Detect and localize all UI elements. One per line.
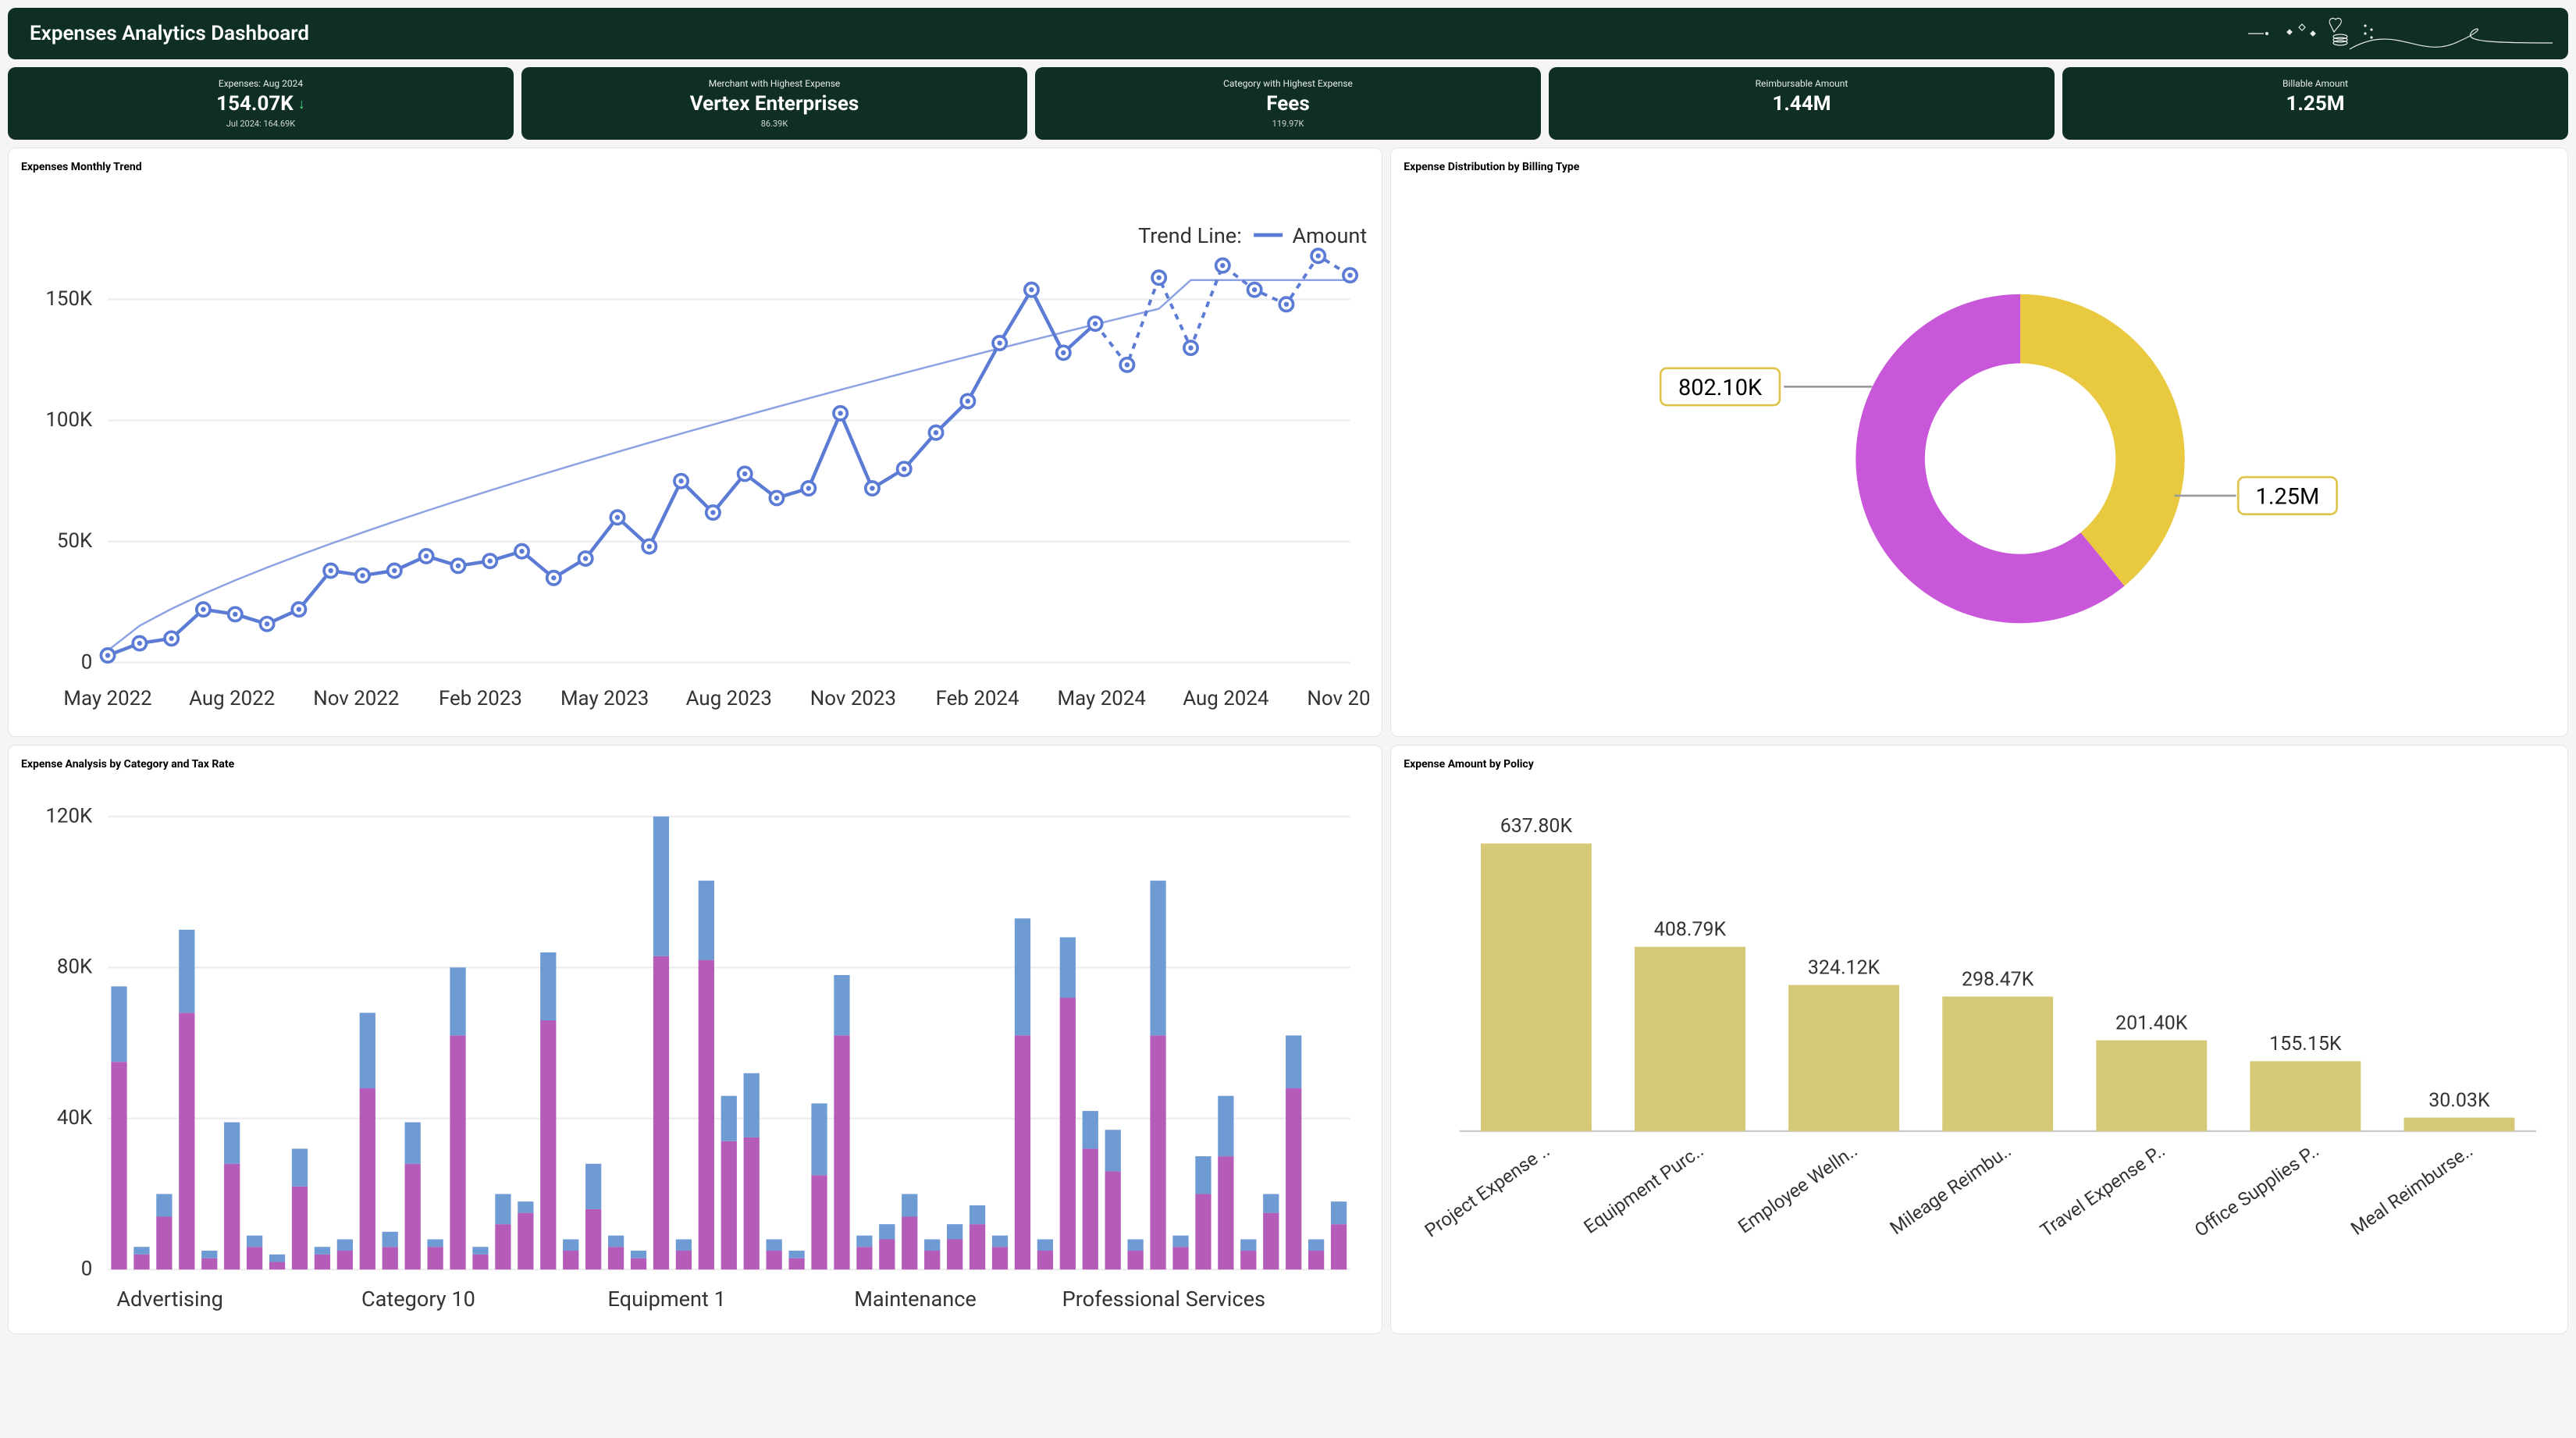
svg-text:Amount: Amount <box>1292 223 1367 248</box>
svg-text:30.03K: 30.03K <box>2428 1089 2490 1112</box>
svg-text:80K: 80K <box>57 956 93 979</box>
kpi-sup: Expenses: Aug 2024 <box>16 78 506 89</box>
page-title: Expenses Analytics Dashboard <box>30 22 2546 45</box>
svg-text:Travel Expense P..: Travel Expense P.. <box>2037 1139 2169 1241</box>
kpi-value: Fees <box>1043 92 1533 116</box>
svg-text:201.40K: 201.40K <box>2115 1012 2188 1034</box>
svg-text:1.25M: 1.25M <box>2256 483 2320 510</box>
svg-text:Nov 2024: Nov 2024 <box>1307 687 1369 710</box>
card-title: Expense Amount by Policy <box>1404 758 2555 771</box>
svg-text:Office Supplies P..: Office Supplies P.. <box>2190 1139 2323 1241</box>
kpi-value: 154.07K↓ <box>16 92 506 116</box>
svg-text:Nov 2022: Nov 2022 <box>313 687 399 710</box>
svg-text:0: 0 <box>81 1257 93 1280</box>
donut-card: Expense Distribution by Billing Type 802… <box>1390 148 2568 737</box>
kpi-expenses[interactable]: Expenses: Aug 2024 154.07K↓ Jul 2024: 16… <box>8 67 514 140</box>
kpi-sub: 86.39K <box>529 119 1019 129</box>
header-decoration <box>2240 8 2553 59</box>
svg-text:Equipment Purc..: Equipment Purc.. <box>1580 1139 1708 1237</box>
kpi-sup: Category with Highest Expense <box>1043 78 1533 89</box>
kpi-sup: Billable Amount <box>2070 78 2560 89</box>
card-title: Expense Analysis by Category and Tax Rat… <box>21 758 1369 771</box>
kpi-billable[interactable]: Billable Amount 1.25M <box>2062 67 2568 140</box>
svg-text:Aug 2022: Aug 2022 <box>189 687 275 710</box>
svg-text:637.80K: 637.80K <box>1500 815 1573 838</box>
kpi-sup: Merchant with Highest Expense <box>529 78 1019 89</box>
svg-text:0: 0 <box>81 650 93 674</box>
svg-text:802.10K: 802.10K <box>1678 375 1763 401</box>
svg-text:Employee Welln..: Employee Welln.. <box>1735 1139 1862 1237</box>
card-title: Expenses Monthly Trend <box>21 161 1369 173</box>
svg-text:May 2023: May 2023 <box>560 687 649 710</box>
svg-text:Professional Services: Professional Services <box>1062 1287 1265 1312</box>
trend-down-icon: ↓ <box>298 96 305 112</box>
card-title: Expense Distribution by Billing Type <box>1404 161 2555 173</box>
kpi-sup: Reimbursable Amount <box>1557 78 2047 89</box>
svg-text:Trend Line:: Trend Line: <box>1138 223 1242 248</box>
svg-text:Aug 2024: Aug 2024 <box>1183 687 1268 710</box>
svg-text:298.47K: 298.47K <box>1962 968 2034 991</box>
kpi-sub: 119.97K <box>1043 119 1533 129</box>
svg-text:Nov 2023: Nov 2023 <box>810 687 896 710</box>
svg-text:Mileage Reimbu..: Mileage Reimbu.. <box>1886 1139 2016 1239</box>
stacked-bar-chart[interactable]: 0 40K 80K 120K Advertising Category 10 Equipme… <box>21 778 1369 1318</box>
kpi-category[interactable]: Category with Highest Expense Fees 119.9… <box>1035 67 1541 140</box>
svg-text:50K: 50K <box>57 529 93 553</box>
kpi-sub: Jul 2024: 164.69K <box>16 119 506 129</box>
svg-text:Meal Reimburse..: Meal Reimburse.. <box>2347 1139 2478 1239</box>
donut-chart[interactable]: 802.10K 1.25M <box>1404 181 2555 716</box>
kpi-value: 1.25M <box>2070 92 2560 116</box>
svg-text:Maintenance: Maintenance <box>854 1287 977 1312</box>
kpi-row: Expenses: Aug 2024 154.07K↓ Jul 2024: 16… <box>8 67 2568 140</box>
monthly-trend-card: Expenses Monthly Trend 0 50K 100K 150K May 2… <box>8 148 1382 737</box>
policy-bar-chart[interactable]: 637.80K Project Expense .. 408.79K Equipmen… <box>1404 778 2555 1261</box>
stacked-card: Expense Analysis by Category and Tax Rat… <box>8 745 1382 1334</box>
svg-text:Equipment 1: Equipment 1 <box>608 1287 726 1312</box>
kpi-value: Vertex Enterprises <box>529 92 1019 116</box>
svg-text:Project Expense ..: Project Expense .. <box>1421 1139 1553 1241</box>
svg-text:100K: 100K <box>45 408 93 432</box>
svg-text:Feb 2024: Feb 2024 <box>936 687 1019 710</box>
svg-text:150K: 150K <box>45 287 93 311</box>
svg-text:120K: 120K <box>45 804 93 828</box>
monthly-trend-chart[interactable]: 0 50K 100K 150K May 2022 Aug 2022 Nov 2022 Feb … <box>21 181 1369 721</box>
svg-text:Feb 2023: Feb 2023 <box>439 687 522 710</box>
policy-card: Expense Amount by Policy 637.80K Project … <box>1390 745 2568 1334</box>
svg-text:May 2024: May 2024 <box>1058 687 1146 710</box>
dashboard-header: Expenses Analytics Dashboard <box>8 8 2568 59</box>
kpi-value: 1.44M <box>1557 92 2047 116</box>
svg-text:40K: 40K <box>57 1106 93 1130</box>
svg-text:408.79K: 408.79K <box>1654 918 1727 941</box>
svg-text:Category 10: Category 10 <box>361 1287 475 1312</box>
kpi-merchant[interactable]: Merchant with Highest Expense Vertex Ent… <box>521 67 1027 140</box>
svg-text:Advertising: Advertising <box>116 1287 222 1312</box>
kpi-reimbursable[interactable]: Reimbursable Amount 1.44M <box>1549 67 2055 140</box>
svg-text:May 2022: May 2022 <box>63 687 151 710</box>
svg-text:324.12K: 324.12K <box>1808 956 1880 979</box>
svg-text:Aug 2023: Aug 2023 <box>686 687 772 710</box>
svg-text:155.15K: 155.15K <box>2269 1033 2342 1055</box>
